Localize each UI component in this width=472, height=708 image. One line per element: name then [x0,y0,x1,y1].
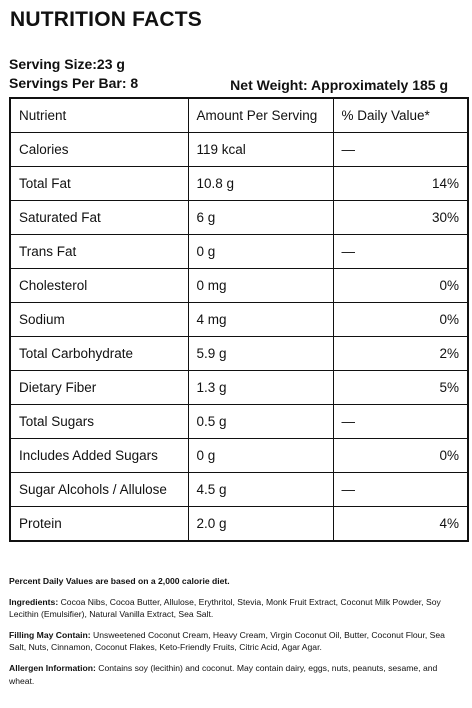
ingredients-text: Cocoa Nibs, Cocoa Butter, Allulose, Eryt… [9,596,441,620]
table-row: Calories 119 kcal — [9,132,469,167]
daily-value-cell: 14% [332,166,469,201]
amount-cell: 0 g [187,438,334,473]
allergen-label: Allergen Information: [9,662,96,673]
amount-cell: 2.0 g [187,506,334,542]
header-daily-value: % Daily Value* [332,97,469,133]
nutrient-cell: Includes Added Sugars [9,438,189,473]
amount-cell: 0 g [187,234,334,269]
filling-label: Filling May Contain: [9,629,91,640]
table-row: Sodium 4 mg 0% [9,302,469,337]
nutrient-cell: Total Carbohydrate [9,336,189,371]
allergen-text: Contains soy (lecithin) and coconut. May… [9,662,438,686]
amount-cell: 0.5 g [187,404,334,439]
table-row: Sugar Alcohols / Allulose 4.5 g — [9,472,469,507]
nutrient-cell: Trans Fat [9,234,189,269]
table-row: Total Carbohydrate 5.9 g 2% [9,336,469,371]
percent-dv-note: Percent Daily Values are based on a 2,00… [9,576,230,586]
amount-cell: 10.8 g [187,166,334,201]
amount-cell: 119 kcal [187,132,334,167]
daily-value-cell: 5% [332,370,469,405]
daily-value-cell: — [332,472,469,507]
nutrient-cell: Total Sugars [9,404,189,439]
filling-text: Unsweetened Coconut Cream, Heavy Cream, … [9,629,445,653]
table-row: Total Sugars 0.5 g — [9,404,469,439]
nutrient-cell: Calories [9,132,189,167]
servings-per-bar: Servings Per Bar: 8 [9,75,139,91]
ingredients-label: Ingredients: [9,596,59,607]
daily-value-cell: — [332,132,469,167]
daily-value-cell: 0% [332,268,469,303]
amount-cell: 5.9 g [187,336,334,371]
daily-value-cell: 30% [332,200,469,235]
nutrition-table: Nutrient Amount Per Serving % Daily Valu… [9,97,469,542]
table-header-row: Nutrient Amount Per Serving % Daily Valu… [9,97,469,133]
nutrient-cell: Sugar Alcohols / Allulose [9,472,189,507]
serving-size: Serving Size:23 g [9,56,125,72]
amount-cell: 1.3 g [187,370,334,405]
filling-note: Filling May Contain: Unsweetened Coconut… [9,629,457,654]
nutrient-cell: Sodium [9,302,189,337]
amount-cell: 4 mg [187,302,334,337]
table-row: Total Fat 10.8 g 14% [9,166,469,201]
nutrient-cell: Total Fat [9,166,189,201]
amount-cell: 6 g [187,200,334,235]
daily-value-cell: 0% [332,438,469,473]
header-amount: Amount Per Serving [187,97,334,133]
allergen-note: Allergen Information: Contains soy (leci… [9,662,457,687]
nutrient-cell: Dietary Fiber [9,370,189,405]
page-title: NUTRITION FACTS [10,8,202,31]
daily-value-cell: — [332,404,469,439]
daily-value-cell: — [332,234,469,269]
amount-cell: 0 mg [187,268,334,303]
nutrient-cell: Cholesterol [9,268,189,303]
daily-value-cell: 2% [332,336,469,371]
table-row: Protein 2.0 g 4% [9,506,469,542]
daily-value-cell: 0% [332,302,469,337]
footnotes: Percent Daily Values are based on a 2,00… [9,575,457,695]
daily-value-cell: 4% [332,506,469,542]
nutrient-cell: Protein [9,506,189,542]
table-row: Trans Fat 0 g — [9,234,469,269]
ingredients-note: Ingredients: Cocoa Nibs, Cocoa Butter, A… [9,596,457,621]
table-row: Cholesterol 0 mg 0% [9,268,469,303]
amount-cell: 4.5 g [187,472,334,507]
nutrient-cell: Saturated Fat [9,200,189,235]
table-row: Saturated Fat 6 g 30% [9,200,469,235]
table-row: Includes Added Sugars 0 g 0% [9,438,469,473]
net-weight: Net Weight: Approximately 185 g [230,77,448,93]
header-nutrient: Nutrient [9,97,189,133]
table-row: Dietary Fiber 1.3 g 5% [9,370,469,405]
